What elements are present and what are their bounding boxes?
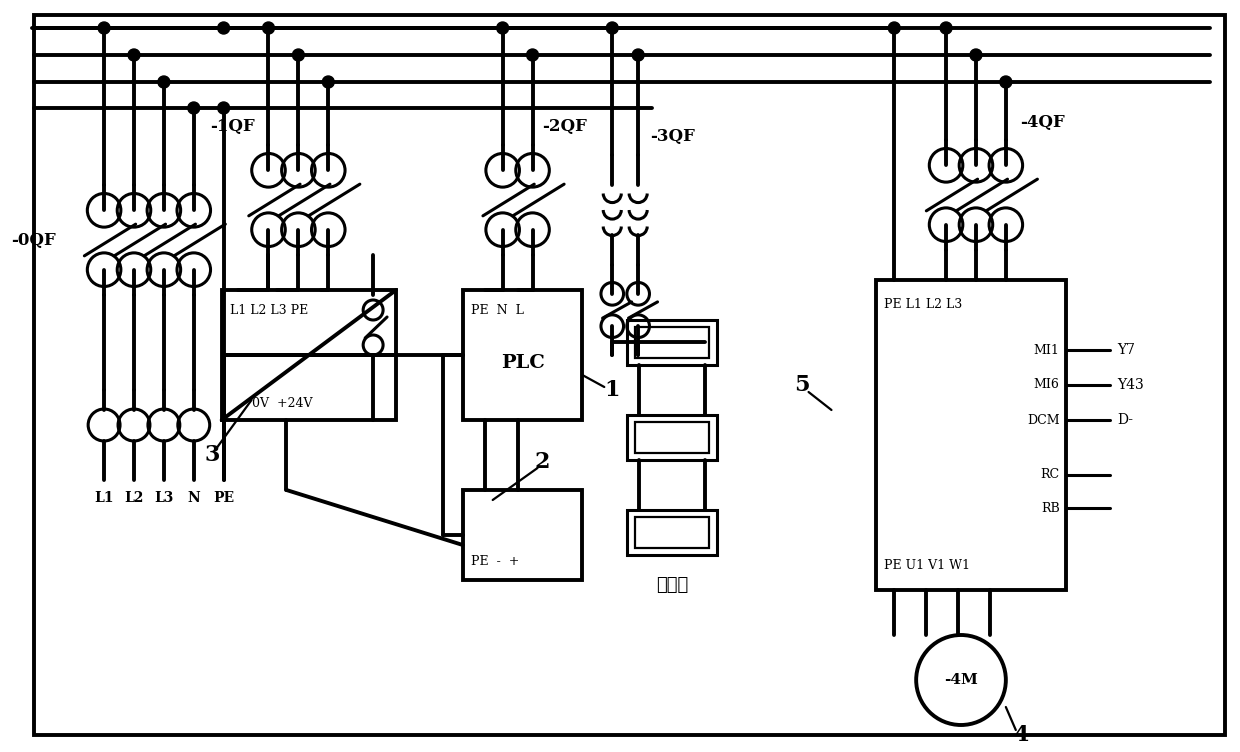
Bar — [627, 320, 717, 365]
Text: RC: RC — [1040, 468, 1060, 481]
Text: MI6: MI6 — [1034, 378, 1060, 392]
Bar — [877, 280, 1065, 590]
Text: PLC: PLC — [501, 354, 544, 372]
Text: PE: PE — [213, 491, 234, 505]
Text: L1 L2 L3 PE: L1 L2 L3 PE — [229, 304, 308, 317]
Text: PE  N  L: PE N L — [471, 304, 523, 317]
Text: 4: 4 — [1013, 724, 1028, 746]
Text: -1QF: -1QF — [210, 119, 254, 135]
Text: MI1: MI1 — [1034, 344, 1060, 356]
Circle shape — [128, 49, 140, 61]
Circle shape — [632, 49, 644, 61]
Text: -4M: -4M — [944, 673, 978, 687]
Circle shape — [157, 76, 170, 88]
Text: L1: L1 — [94, 491, 114, 505]
Bar — [627, 415, 717, 460]
Text: DCM: DCM — [1027, 414, 1060, 426]
Text: PE L1 L2 L3: PE L1 L2 L3 — [884, 298, 962, 311]
Text: L3: L3 — [154, 491, 174, 505]
Circle shape — [497, 22, 508, 34]
Text: 照明灯: 照明灯 — [656, 576, 688, 594]
Text: PE  -  +: PE - + — [471, 555, 520, 568]
Text: 3: 3 — [205, 444, 219, 466]
Text: -3QF: -3QF — [650, 129, 694, 145]
Text: RB: RB — [1040, 502, 1060, 514]
Bar — [635, 327, 709, 358]
Bar — [635, 422, 709, 453]
Circle shape — [527, 49, 538, 61]
Circle shape — [293, 49, 304, 61]
Circle shape — [606, 22, 619, 34]
Text: -2QF: -2QF — [543, 119, 588, 135]
Bar — [463, 290, 583, 420]
Text: 0V  +24V: 0V +24V — [252, 397, 312, 410]
Circle shape — [187, 102, 200, 114]
Text: N: N — [187, 491, 200, 505]
Text: PE U1 V1 W1: PE U1 V1 W1 — [884, 559, 970, 572]
Text: Y7: Y7 — [1117, 343, 1136, 357]
Bar — [463, 490, 583, 580]
Bar — [627, 510, 717, 555]
Text: L2: L2 — [124, 491, 144, 505]
Circle shape — [218, 22, 229, 34]
Bar — [635, 517, 709, 548]
Text: 2: 2 — [534, 451, 551, 473]
Circle shape — [218, 102, 229, 114]
Circle shape — [940, 22, 952, 34]
Text: -4QF: -4QF — [1019, 114, 1065, 131]
Circle shape — [970, 49, 982, 61]
Circle shape — [999, 76, 1012, 88]
Text: D-: D- — [1117, 413, 1133, 427]
Circle shape — [98, 22, 110, 34]
Text: 1: 1 — [605, 379, 620, 401]
Text: 5: 5 — [794, 374, 810, 396]
Circle shape — [263, 22, 274, 34]
Bar — [222, 290, 396, 420]
Text: Y43: Y43 — [1117, 378, 1145, 392]
Circle shape — [888, 22, 900, 34]
Circle shape — [322, 76, 335, 88]
Text: -0QF: -0QF — [11, 232, 56, 248]
